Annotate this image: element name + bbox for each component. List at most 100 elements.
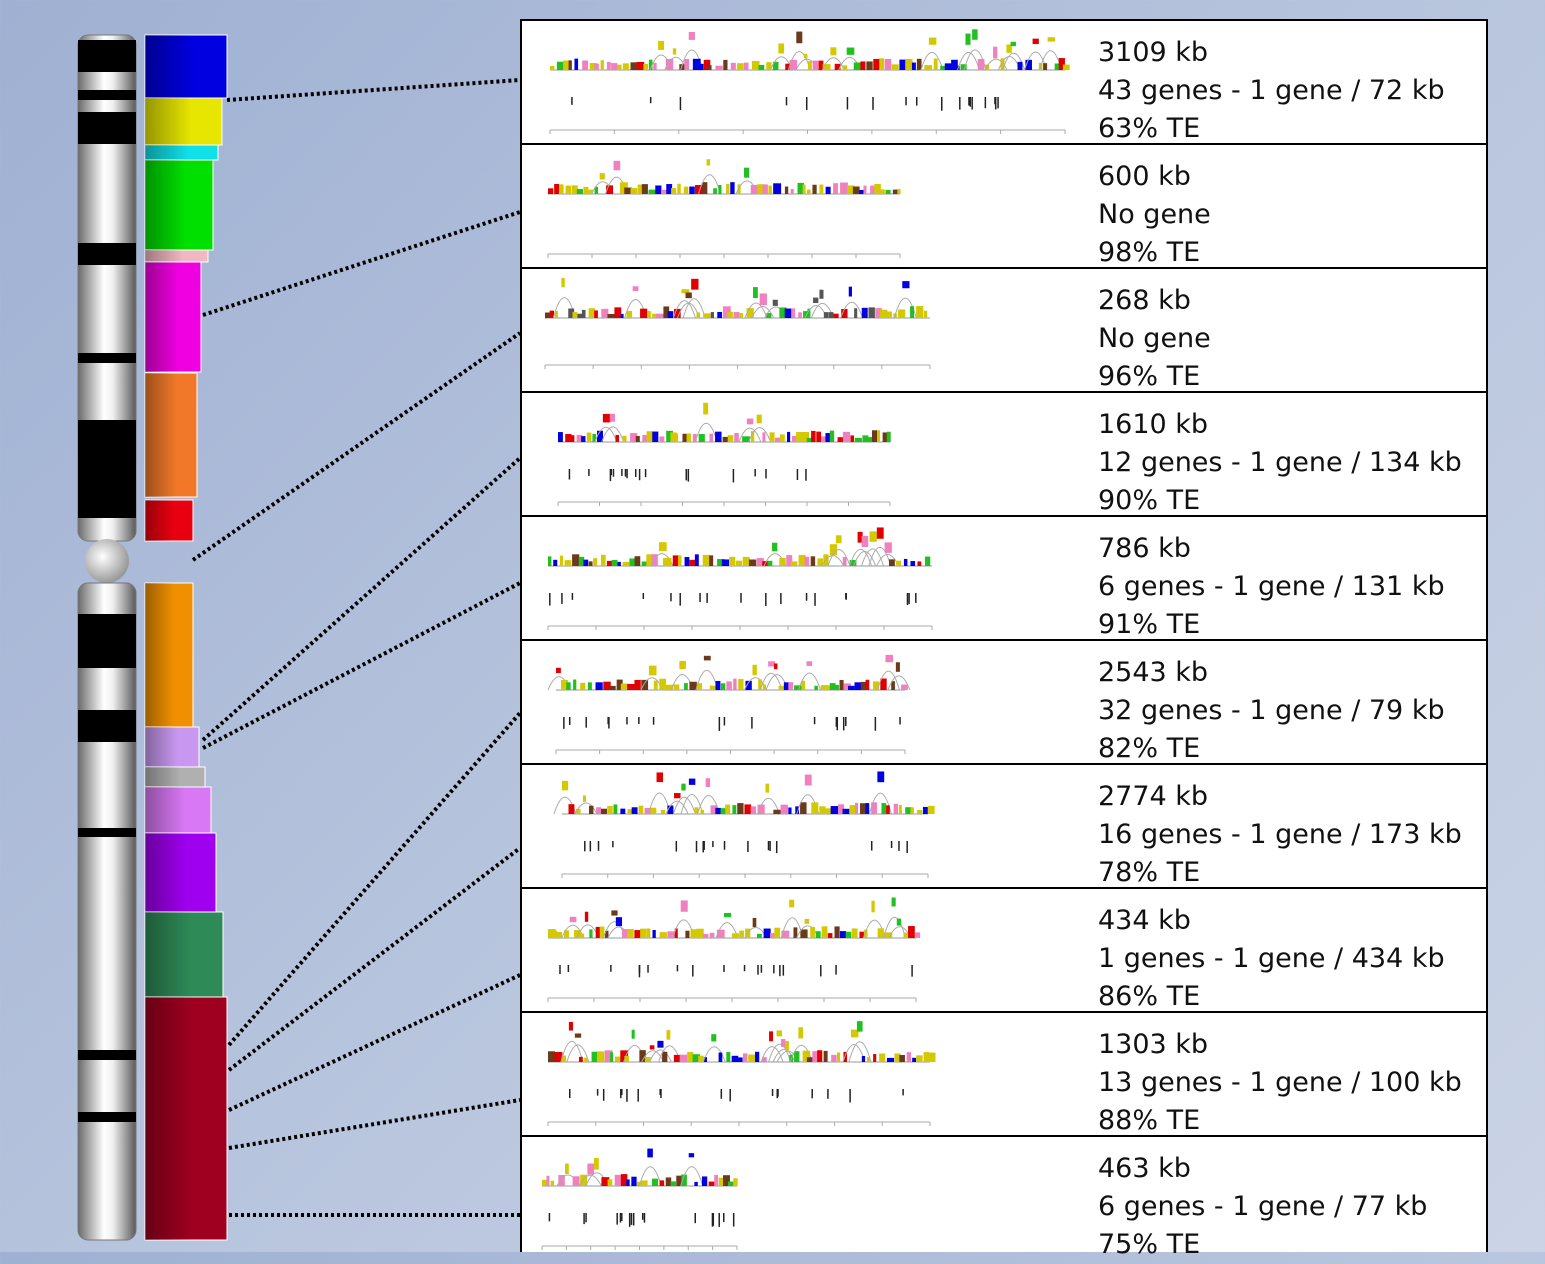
te-block	[632, 1030, 635, 1039]
te-block	[916, 1055, 922, 1062]
te-block	[737, 803, 743, 814]
te-block	[633, 286, 639, 291]
te-block	[558, 432, 563, 442]
panel-genes: 6 genes - 1 gene / 77 kb	[1098, 1188, 1427, 1226]
te-block	[623, 63, 629, 70]
te-block	[697, 312, 700, 318]
te-block	[791, 308, 795, 318]
te-block	[917, 561, 921, 566]
te-block	[804, 54, 808, 58]
te-block	[689, 1153, 694, 1157]
te-block	[678, 555, 681, 566]
te-block	[685, 931, 689, 938]
te-block	[896, 561, 901, 566]
te-block	[813, 298, 818, 303]
te-block	[916, 306, 923, 318]
block-shade	[145, 262, 201, 372]
te-block	[572, 312, 577, 318]
te-block	[601, 60, 604, 70]
te-block	[781, 1039, 785, 1047]
te-block	[659, 436, 664, 442]
te-block	[854, 308, 857, 318]
te-block	[621, 684, 628, 690]
te-block	[925, 557, 930, 566]
te-block	[885, 59, 892, 70]
te-block	[765, 784, 769, 793]
te-block	[862, 308, 868, 318]
te-block	[871, 901, 874, 913]
te-block	[899, 805, 902, 814]
te-block	[562, 781, 568, 790]
te-block	[739, 931, 744, 938]
te-block	[896, 662, 900, 672]
panel-te: 63% TE	[1098, 110, 1445, 148]
te-block	[642, 184, 648, 194]
te-block	[843, 557, 847, 566]
te-block	[899, 1055, 905, 1062]
te-block	[784, 682, 789, 690]
te-block	[706, 778, 710, 787]
te-block	[583, 560, 588, 566]
te-block	[902, 281, 909, 288]
te-block	[758, 65, 764, 70]
te-block	[726, 681, 732, 690]
chromosome	[78, 35, 136, 1240]
te-block	[822, 926, 828, 938]
te-block	[703, 934, 708, 938]
te-block	[673, 48, 676, 54]
te-block	[924, 311, 927, 318]
te-block	[736, 561, 742, 566]
te-block	[630, 188, 637, 194]
te-block	[811, 802, 818, 814]
te-block	[700, 810, 704, 814]
te-block	[899, 60, 906, 70]
te-block	[565, 434, 571, 442]
block-shade	[145, 767, 205, 787]
te-block	[762, 432, 765, 442]
te-block	[831, 1055, 837, 1062]
te-block	[807, 190, 811, 194]
band	[78, 710, 136, 742]
panel-genes: No gene	[1098, 196, 1211, 234]
te-block	[570, 917, 577, 922]
te-block	[874, 184, 880, 194]
te-block	[785, 1041, 789, 1050]
panel-te: 91% TE	[1098, 606, 1445, 644]
te-block	[807, 1057, 813, 1062]
te-block	[787, 432, 790, 442]
te-block	[717, 312, 722, 318]
te-block	[718, 185, 721, 194]
te-block	[744, 63, 749, 70]
te-block	[1011, 42, 1016, 46]
band	[78, 243, 136, 265]
te-block	[594, 310, 598, 318]
block-shade	[145, 35, 227, 98]
te-block	[640, 929, 646, 938]
panel-size: 434 kb	[1098, 902, 1445, 940]
band	[78, 353, 136, 363]
te-block	[610, 414, 615, 422]
panel-te: 86% TE	[1098, 978, 1445, 1016]
te-block	[897, 189, 900, 194]
te-block	[910, 561, 915, 566]
te-block	[852, 928, 858, 938]
te-block	[589, 929, 592, 938]
te-block	[654, 681, 658, 690]
te-block	[577, 189, 583, 194]
te-block	[749, 560, 756, 566]
te-block	[685, 557, 690, 566]
te-block	[703, 313, 711, 318]
te-block	[585, 912, 588, 922]
te-block	[830, 47, 836, 55]
te-block	[780, 434, 785, 442]
te-block	[656, 314, 664, 318]
panel-te: 98% TE	[1098, 234, 1211, 272]
te-block	[772, 543, 777, 552]
te-block	[700, 64, 704, 70]
te-block	[824, 312, 828, 318]
centromere	[85, 539, 129, 583]
te-block	[729, 557, 735, 566]
te-block	[674, 684, 680, 690]
te-block	[892, 898, 896, 907]
